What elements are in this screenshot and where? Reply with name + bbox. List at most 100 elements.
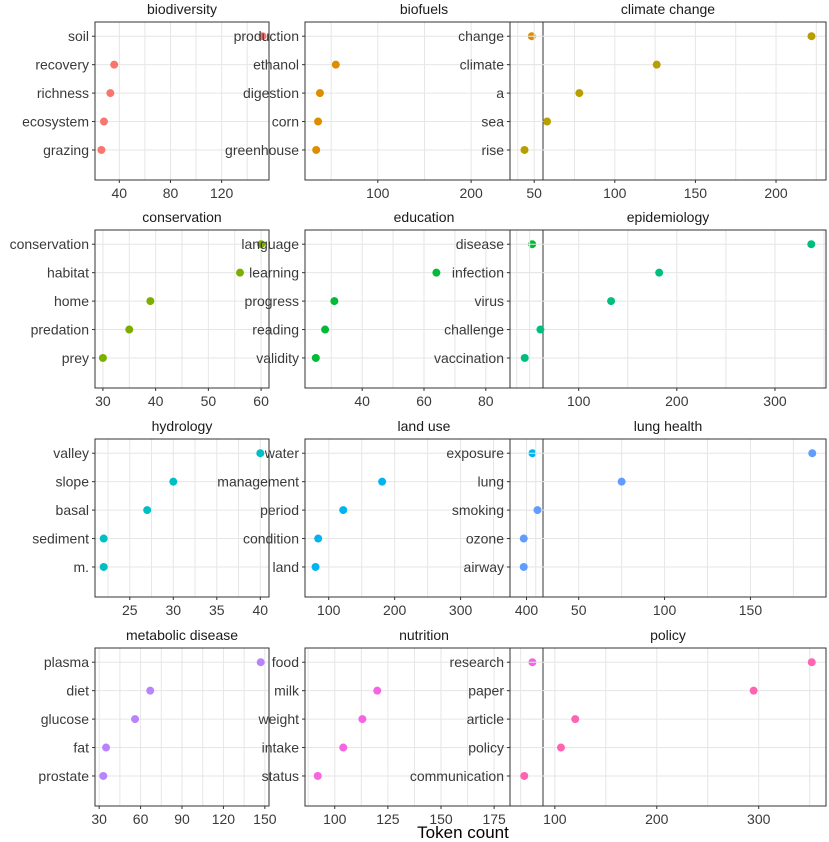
data-point [807, 240, 816, 249]
x-tick-label: 150 [684, 185, 708, 201]
y-tick-label: richness [37, 85, 89, 101]
data-point [236, 268, 244, 277]
x-tick-label: 120 [210, 185, 234, 201]
data-point [339, 506, 348, 515]
y-tick-label: land [273, 559, 299, 575]
facet-title: conservation [142, 209, 221, 225]
y-tick-label: valley [53, 445, 89, 461]
data-point [519, 534, 528, 543]
x-tick-label: 30 [91, 811, 107, 827]
panel-border [509, 229, 827, 389]
facet-title: climate change [621, 1, 715, 17]
facet-title: metabolic disease [126, 627, 238, 643]
facet-title: biofuels [400, 1, 448, 17]
y-tick-label: prey [62, 350, 89, 366]
panel-border [509, 438, 827, 598]
y-tick-label: soil [68, 28, 89, 44]
x-tick-label: 100 [603, 185, 627, 201]
facet-title: biodiversity [147, 1, 217, 17]
data-point [378, 477, 387, 486]
x-tick-label: 100 [323, 811, 347, 827]
data-point [331, 60, 340, 69]
x-tick-label: 30 [95, 393, 111, 409]
y-tick-label: sediment [32, 531, 89, 547]
data-point [575, 89, 584, 98]
x-tick-label: 150 [429, 811, 453, 827]
y-tick-label: infection [452, 265, 504, 281]
facet-panel: policy research paper article policy communic… [410, 627, 827, 827]
y-tick-label: communication [410, 768, 504, 784]
data-point [339, 743, 348, 752]
data-point [533, 506, 542, 515]
x-tick-label: 300 [449, 602, 473, 618]
data-point [146, 297, 155, 306]
x-tick-label: 175 [482, 811, 506, 827]
facet-panel: conservation conservation habitat home preda… [10, 209, 270, 409]
x-tick-label: 50 [201, 393, 217, 409]
data-point [808, 449, 817, 458]
y-tick-label: smoking [452, 502, 504, 518]
data-point [311, 562, 320, 571]
x-tick-label: 120 [212, 811, 236, 827]
y-tick-label: ecosystem [22, 114, 89, 130]
y-tick-label: period [260, 502, 299, 518]
x-tick-label: 40 [112, 185, 128, 201]
y-tick-label: challenge [444, 322, 504, 338]
data-point [99, 534, 108, 543]
x-tick-label: 25 [122, 602, 138, 618]
data-point [314, 117, 323, 126]
data-point [520, 145, 529, 154]
data-point [313, 771, 322, 780]
facet-panel: climate change change climate a sea rise 50 100… [458, 1, 827, 201]
data-point [256, 658, 265, 667]
y-tick-label: corn [272, 114, 299, 130]
data-point [520, 353, 529, 362]
y-tick-label: disease [456, 236, 504, 252]
data-point [312, 145, 321, 154]
data-point [146, 686, 155, 695]
data-point [315, 89, 324, 98]
data-point [617, 477, 626, 486]
x-tick-label: 80 [478, 393, 494, 409]
y-tick-label: production [234, 28, 299, 44]
y-tick-label: research [450, 654, 504, 670]
x-tick-label: 200 [764, 185, 788, 201]
x-tick-label: 100 [317, 602, 341, 618]
data-point [543, 117, 552, 126]
data-point [106, 89, 115, 98]
y-tick-label: basal [56, 502, 89, 518]
facet-title: epidemiology [627, 209, 710, 225]
x-tick-label: 200 [665, 393, 689, 409]
x-tick-label: 100 [653, 602, 677, 618]
data-point [143, 506, 152, 515]
facet-panel: epidemiology disease infection virus challen… [434, 209, 827, 409]
data-point [358, 715, 367, 724]
facet-panel: land use water management period condition la… [217, 418, 544, 618]
y-tick-label: virus [474, 293, 504, 309]
x-tick-label: 50 [526, 185, 542, 201]
data-point [520, 771, 529, 780]
data-point [571, 715, 580, 724]
y-tick-label: status [262, 768, 299, 784]
data-point [432, 268, 441, 277]
x-tick-label: 40 [354, 393, 370, 409]
x-tick-label: 30 [166, 602, 182, 618]
data-point [652, 60, 661, 69]
y-tick-label: paper [468, 683, 504, 699]
y-tick-label: milk [274, 683, 300, 699]
y-tick-label: sea [481, 114, 504, 130]
facet-panel: lung health exposure lung smoking ozone airwa… [446, 418, 827, 618]
data-point [131, 715, 140, 724]
facet-title: lung health [634, 418, 703, 434]
x-tick-label: 400 [515, 602, 539, 618]
data-point [256, 449, 265, 458]
x-tick-label: 60 [133, 811, 149, 827]
panel-border [509, 647, 827, 807]
y-tick-label: water [264, 445, 300, 461]
y-tick-label: a [496, 85, 504, 101]
panel-border [94, 21, 270, 181]
panel-border [94, 229, 270, 389]
x-tick-label: 100 [543, 811, 567, 827]
x-tick-label: 150 [739, 602, 763, 618]
